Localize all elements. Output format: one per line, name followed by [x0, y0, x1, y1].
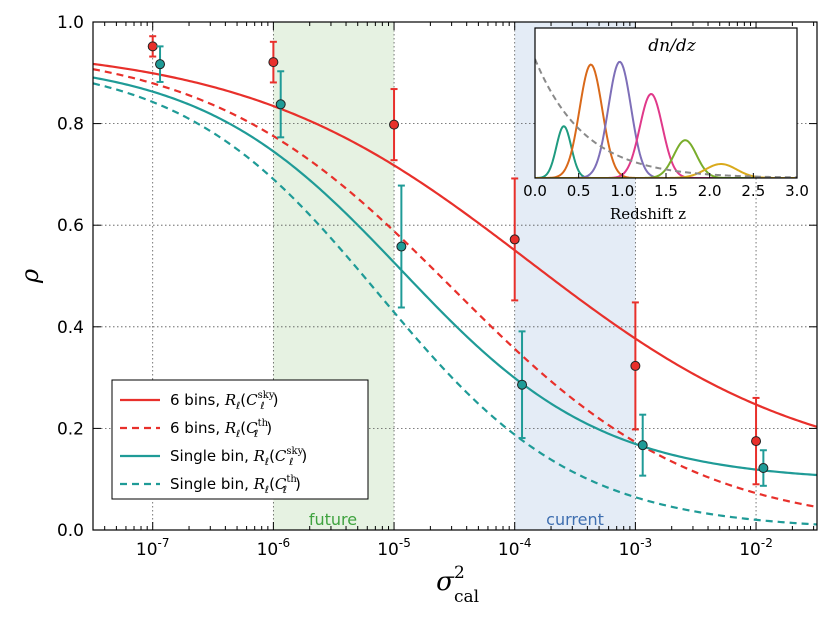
legend-label-2: Single bin, Rℓ(Csky ℓ) — [170, 446, 307, 468]
error-bar-points — [147, 35, 769, 487]
svg-text:σ: σ — [436, 567, 455, 597]
inset-x-tick-label: 1.5 — [654, 182, 678, 200]
x-tick-label: 10-3 — [619, 536, 653, 560]
inset-x-tick-label: 0.0 — [523, 182, 547, 200]
inset-ticks: 0.0 0.5 1.0 1.5 2.0 2.5 3.0 — [523, 173, 809, 200]
x-tick-label: 10-4 — [498, 536, 532, 560]
series-line-2 — [93, 76, 817, 477]
inset-curve-0 — [535, 125, 797, 178]
inset-x-tick-label: 1.0 — [610, 182, 634, 200]
series-line-0 — [93, 62, 817, 428]
x-tick-label: 10-2 — [739, 536, 773, 560]
y-tick-label: 1.0 — [57, 13, 84, 33]
inset-redshift-distribution: 0.0 0.5 1.0 1.5 2.0 2.5 3.0 dn/dz Redshift z — [523, 27, 809, 223]
band-label-current: current — [546, 510, 604, 529]
x-tick-label: 10-7 — [136, 536, 170, 560]
legend-label-1: 6 bins, Rℓ(Cth ℓ) — [170, 418, 272, 440]
y-tick-labels: 0.0 0.2 0.4 0.6 0.8 1.0 — [57, 13, 84, 541]
legend: 6 bins, Rℓ(Csky ℓ) 6 bins, Rℓ(Cth ℓ) Single … — [111, 379, 369, 500]
y-tick-label: 0.0 — [57, 521, 84, 541]
y-axis-title: ρ — [16, 269, 44, 284]
error-point-1-5 — [758, 449, 769, 487]
x-axis-title: σ 2 cal — [436, 563, 479, 607]
x-tick-label: 10-5 — [377, 536, 411, 560]
inset-curve-3 — [535, 93, 797, 178]
inset-curve-1 — [535, 63, 797, 178]
error-point-0-3 — [509, 177, 520, 302]
inset-x-tick-label: 2.0 — [698, 182, 722, 200]
legend-label-0: 6 bins, Rℓ(Csky ℓ) — [170, 390, 278, 412]
error-point-0-1 — [268, 40, 279, 84]
y-tick-label: 0.6 — [57, 216, 84, 236]
error-point-0-2 — [389, 88, 400, 162]
y-tick-label: 0.2 — [57, 419, 84, 439]
error-point-0-4 — [630, 301, 641, 431]
inset-x-tick-label: 3.0 — [785, 182, 809, 200]
error-point-1-3 — [517, 330, 528, 440]
y-tick-label: 0.8 — [57, 115, 84, 135]
y-tick-label: 0.4 — [57, 318, 84, 338]
inset-title: dn/dz — [648, 36, 696, 56]
inset-x-tick-label: 0.5 — [567, 182, 591, 200]
error-point-0-5 — [751, 396, 762, 486]
svg-text:2: 2 — [454, 563, 465, 583]
error-point-1-1 — [275, 70, 286, 139]
x-tick-label: 10-6 — [257, 536, 291, 560]
svg-text:cal: cal — [454, 587, 479, 607]
error-point-1-2 — [396, 184, 407, 309]
inset-x-label: Redshift z — [610, 205, 686, 223]
inset-x-tick-label: 2.5 — [741, 182, 765, 200]
inset-overall-curve — [535, 58, 797, 178]
x-tick-labels: 10-7 10-6 10-5 10-4 10-3 10-2 — [136, 536, 773, 560]
error-point-1-0 — [155, 45, 166, 83]
error-point-1-4 — [637, 413, 648, 477]
series-line-1 — [93, 68, 817, 509]
axis-ticks — [93, 21, 817, 531]
model-curves — [93, 62, 817, 526]
error-point-0-0 — [147, 35, 158, 58]
legend-label-3: Single bin, Rℓ(Cth ℓ) — [170, 474, 301, 496]
series-line-3 — [93, 82, 817, 526]
band-label-future: future — [309, 510, 357, 529]
plot-frame — [92, 21, 818, 531]
